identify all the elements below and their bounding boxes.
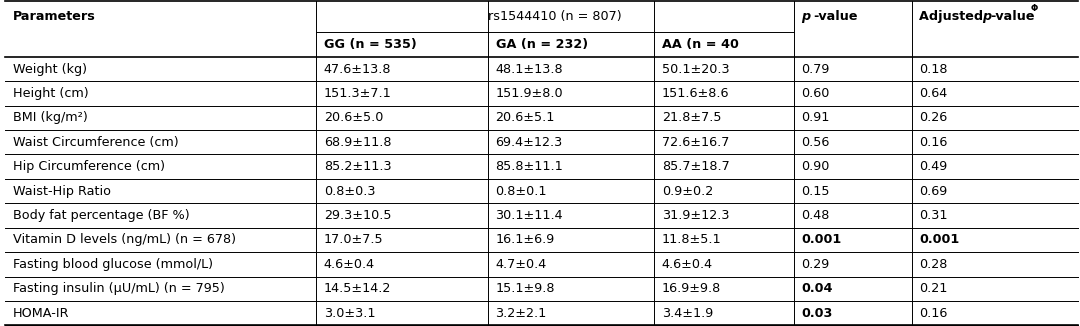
Text: 151.6±8.6: 151.6±8.6 — [662, 87, 729, 100]
Text: 68.9±11.8: 68.9±11.8 — [324, 136, 391, 149]
Text: rs1544410 (n = 807): rs1544410 (n = 807) — [488, 10, 622, 23]
Text: 0.03: 0.03 — [801, 307, 833, 319]
Text: 0.001: 0.001 — [801, 233, 841, 246]
Text: 0.90: 0.90 — [801, 160, 829, 173]
Text: 0.15: 0.15 — [801, 185, 829, 198]
Text: -value: -value — [990, 10, 1035, 23]
Text: 16.9±9.8: 16.9±9.8 — [662, 282, 721, 295]
Text: 0.16: 0.16 — [919, 307, 947, 319]
Text: 151.3±7.1: 151.3±7.1 — [324, 87, 392, 100]
Text: 85.7±18.7: 85.7±18.7 — [662, 160, 729, 173]
Text: 151.9±8.0: 151.9±8.0 — [496, 87, 563, 100]
Text: Waist Circumference (cm): Waist Circumference (cm) — [13, 136, 178, 149]
Text: 14.5±14.2: 14.5±14.2 — [324, 282, 391, 295]
Text: 85.8±11.1: 85.8±11.1 — [496, 160, 564, 173]
Text: 0.48: 0.48 — [801, 209, 829, 222]
Text: 4.7±0.4: 4.7±0.4 — [496, 258, 546, 271]
Text: 17.0±7.5: 17.0±7.5 — [324, 233, 383, 246]
Text: 4.6±0.4: 4.6±0.4 — [662, 258, 713, 271]
Text: 0.8±0.1: 0.8±0.1 — [496, 185, 546, 198]
Text: BMI (kg/m²): BMI (kg/m²) — [13, 111, 87, 124]
Text: AA (n = 40: AA (n = 40 — [662, 38, 739, 51]
Text: 0.04: 0.04 — [801, 282, 833, 295]
Text: 85.2±11.3: 85.2±11.3 — [324, 160, 392, 173]
Text: 0.31: 0.31 — [919, 209, 947, 222]
Text: Φ: Φ — [1030, 4, 1038, 13]
Text: 0.21: 0.21 — [919, 282, 947, 295]
Text: 0.9±0.2: 0.9±0.2 — [662, 185, 713, 198]
Text: Parameters: Parameters — [13, 10, 96, 23]
Text: 0.60: 0.60 — [801, 87, 829, 100]
Text: 50.1±20.3: 50.1±20.3 — [662, 63, 729, 76]
Text: 0.69: 0.69 — [919, 185, 947, 198]
Text: 0.16: 0.16 — [919, 136, 947, 149]
Text: Adjusted: Adjusted — [919, 10, 988, 23]
Text: 0.18: 0.18 — [919, 63, 947, 76]
Text: 21.8±7.5: 21.8±7.5 — [662, 111, 721, 124]
Text: 0.8±0.3: 0.8±0.3 — [324, 185, 376, 198]
Text: 31.9±12.3: 31.9±12.3 — [662, 209, 729, 222]
Text: 0.29: 0.29 — [801, 258, 829, 271]
Text: Fasting insulin (µU/mL) (n = 795): Fasting insulin (µU/mL) (n = 795) — [13, 282, 225, 295]
Text: 0.56: 0.56 — [801, 136, 829, 149]
Text: 48.1±13.8: 48.1±13.8 — [496, 63, 563, 76]
Text: 15.1±9.8: 15.1±9.8 — [496, 282, 555, 295]
Text: Fasting blood glucose (mmol/L): Fasting blood glucose (mmol/L) — [13, 258, 213, 271]
Text: 20.6±5.1: 20.6±5.1 — [496, 111, 555, 124]
Text: 0.001: 0.001 — [919, 233, 959, 246]
Text: GG (n = 535): GG (n = 535) — [324, 38, 417, 51]
Text: 30.1±11.4: 30.1±11.4 — [496, 209, 563, 222]
Text: Waist-Hip Ratio: Waist-Hip Ratio — [13, 185, 111, 198]
Text: -value: -value — [813, 10, 858, 23]
Text: Vitamin D levels (ng/mL) (n = 678): Vitamin D levels (ng/mL) (n = 678) — [13, 233, 235, 246]
Text: 0.26: 0.26 — [919, 111, 947, 124]
Text: 11.8±5.1: 11.8±5.1 — [662, 233, 721, 246]
Text: Body fat percentage (BF %): Body fat percentage (BF %) — [13, 209, 189, 222]
Text: Hip Circumference (cm): Hip Circumference (cm) — [13, 160, 165, 173]
Text: Weight (kg): Weight (kg) — [13, 63, 86, 76]
Text: 3.4±1.9: 3.4±1.9 — [662, 307, 713, 319]
Text: HOMA-IR: HOMA-IR — [13, 307, 69, 319]
Text: 16.1±6.9: 16.1±6.9 — [496, 233, 555, 246]
Text: p: p — [801, 10, 810, 23]
Text: 20.6±5.0: 20.6±5.0 — [324, 111, 383, 124]
Text: 3.0±3.1: 3.0±3.1 — [324, 307, 376, 319]
Text: Height (cm): Height (cm) — [13, 87, 89, 100]
Text: 4.6±0.4: 4.6±0.4 — [324, 258, 375, 271]
Text: 72.6±16.7: 72.6±16.7 — [662, 136, 729, 149]
Text: 0.64: 0.64 — [919, 87, 947, 100]
Text: p: p — [983, 10, 991, 23]
Text: 69.4±12.3: 69.4±12.3 — [496, 136, 563, 149]
Text: 29.3±10.5: 29.3±10.5 — [324, 209, 391, 222]
Text: 47.6±13.8: 47.6±13.8 — [324, 63, 391, 76]
Text: 0.79: 0.79 — [801, 63, 829, 76]
Text: 0.49: 0.49 — [919, 160, 947, 173]
Text: 3.2±2.1: 3.2±2.1 — [496, 307, 546, 319]
Text: 0.28: 0.28 — [919, 258, 947, 271]
Text: 0.91: 0.91 — [801, 111, 829, 124]
Text: GA (n = 232): GA (n = 232) — [496, 38, 588, 51]
